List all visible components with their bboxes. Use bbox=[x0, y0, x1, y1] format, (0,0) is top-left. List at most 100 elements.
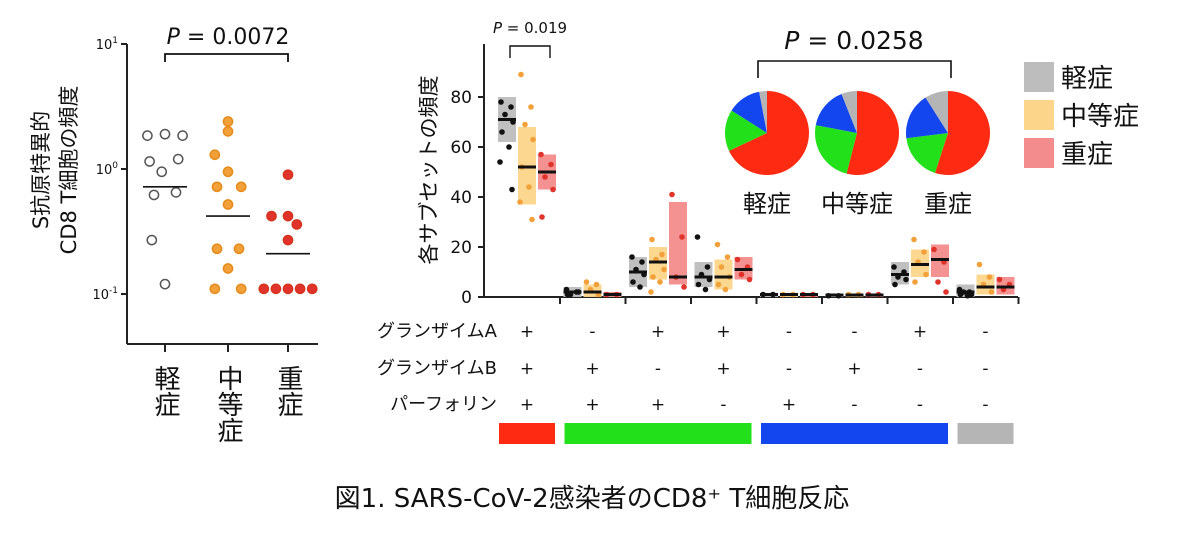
scatter-point-mild bbox=[172, 153, 184, 165]
scatter-point-mild bbox=[159, 278, 171, 290]
scatter-point-moderate bbox=[235, 283, 247, 295]
scatter-point-moderate bbox=[222, 166, 234, 178]
data-point bbox=[498, 99, 504, 105]
data-point bbox=[661, 266, 667, 273]
legend-label: 重症 bbox=[1061, 140, 1113, 170]
data-point bbox=[695, 281, 702, 288]
marker-symbol: - bbox=[655, 359, 661, 379]
data-point bbox=[657, 279, 663, 285]
scatter-point-severe bbox=[306, 283, 318, 295]
scatter-point-mild bbox=[148, 189, 160, 201]
marker-symbol: + bbox=[913, 322, 927, 342]
marker-symbol: - bbox=[917, 395, 923, 415]
data-point bbox=[912, 279, 918, 285]
data-point bbox=[502, 111, 508, 118]
data-point bbox=[988, 289, 995, 295]
inner-bracket bbox=[509, 45, 551, 58]
scatter-point-severe bbox=[282, 169, 294, 181]
marker-symbol: - bbox=[982, 359, 988, 379]
data-point bbox=[542, 174, 548, 180]
data-point bbox=[517, 199, 523, 205]
legend-label: 軽症 bbox=[1061, 64, 1113, 94]
scatter-point-severe bbox=[270, 283, 282, 295]
data-point bbox=[548, 161, 554, 168]
y-tick-label: 0 bbox=[461, 288, 472, 308]
row-label: グランザイムB bbox=[377, 358, 497, 379]
row-label: グランザイムA bbox=[377, 321, 498, 342]
data-point bbox=[518, 71, 524, 78]
x-category-label: 中等症 bbox=[213, 365, 243, 443]
scatter-point-severe bbox=[282, 283, 294, 295]
scatter-point-severe bbox=[291, 219, 303, 230]
pie-slice bbox=[846, 91, 899, 175]
y-tick-label: 60 bbox=[450, 138, 472, 158]
y-tick-label: 101 bbox=[96, 36, 118, 53]
data-point bbox=[669, 191, 675, 198]
data-point bbox=[734, 256, 741, 263]
data-point bbox=[497, 159, 503, 165]
pie-label: 重症 bbox=[924, 190, 972, 218]
data-point bbox=[746, 276, 753, 283]
pie-label: 中等症 bbox=[821, 190, 893, 218]
marker-symbol: + bbox=[782, 395, 796, 415]
y-axis-label-line1: S抗原特異的 bbox=[29, 111, 53, 229]
range-bar bbox=[669, 202, 687, 285]
data-point bbox=[499, 129, 505, 135]
pie-slice bbox=[725, 110, 767, 151]
data-point bbox=[583, 279, 590, 285]
pie-slice bbox=[906, 97, 948, 139]
legend-swatch bbox=[1024, 138, 1054, 168]
scatter-point-moderate bbox=[211, 243, 223, 255]
data-point bbox=[738, 271, 745, 278]
data-point bbox=[522, 121, 528, 128]
data-point bbox=[538, 151, 544, 158]
data-point bbox=[530, 136, 536, 143]
data-point bbox=[931, 246, 937, 253]
data-point bbox=[679, 234, 685, 240]
data-point bbox=[694, 234, 701, 240]
marker-symbol: - bbox=[917, 359, 923, 379]
category-color-bar bbox=[957, 423, 1014, 444]
marker-symbol: + bbox=[651, 395, 665, 415]
scatter-point-moderate bbox=[211, 181, 223, 193]
marker-symbol: + bbox=[847, 359, 861, 379]
data-point bbox=[986, 274, 993, 280]
scatter-point-moderate bbox=[222, 116, 234, 127]
scatter-point-moderate bbox=[209, 149, 221, 161]
data-point bbox=[964, 292, 971, 299]
data-point bbox=[637, 284, 643, 290]
marker-symbol: + bbox=[520, 395, 534, 415]
scatter-point-severe bbox=[282, 210, 294, 222]
data-point bbox=[704, 264, 711, 270]
data-point bbox=[550, 186, 556, 193]
legend-swatch bbox=[1024, 100, 1054, 130]
data-point bbox=[593, 281, 600, 288]
data-point bbox=[649, 236, 655, 243]
data-point bbox=[529, 216, 535, 223]
legend-label: 中等症 bbox=[1061, 102, 1139, 132]
data-point bbox=[921, 249, 927, 255]
data-point bbox=[528, 104, 534, 110]
pie-slice bbox=[815, 93, 857, 133]
data-point bbox=[639, 259, 645, 265]
pie-slice bbox=[841, 91, 857, 133]
y-tick-label: 80 bbox=[450, 88, 472, 108]
scatter-point-moderate bbox=[209, 283, 221, 295]
x-category-label: 重症 bbox=[273, 365, 303, 417]
data-point bbox=[911, 236, 917, 243]
pie-slice bbox=[815, 125, 857, 174]
marker-symbol: - bbox=[851, 395, 857, 415]
pie-slice bbox=[906, 133, 948, 173]
marker-symbol: + bbox=[520, 359, 534, 379]
data-point bbox=[923, 271, 929, 278]
scatter-point-moderate bbox=[222, 199, 234, 210]
marker-symbol: + bbox=[585, 395, 599, 415]
data-point bbox=[650, 274, 656, 280]
marker-symbol: + bbox=[520, 322, 534, 342]
scatter-point-severe bbox=[266, 210, 277, 222]
marker-symbol: - bbox=[589, 322, 595, 342]
scatter-point-mild bbox=[177, 130, 188, 141]
scatter-point-severe bbox=[294, 283, 306, 295]
marker-symbol: - bbox=[982, 322, 988, 342]
